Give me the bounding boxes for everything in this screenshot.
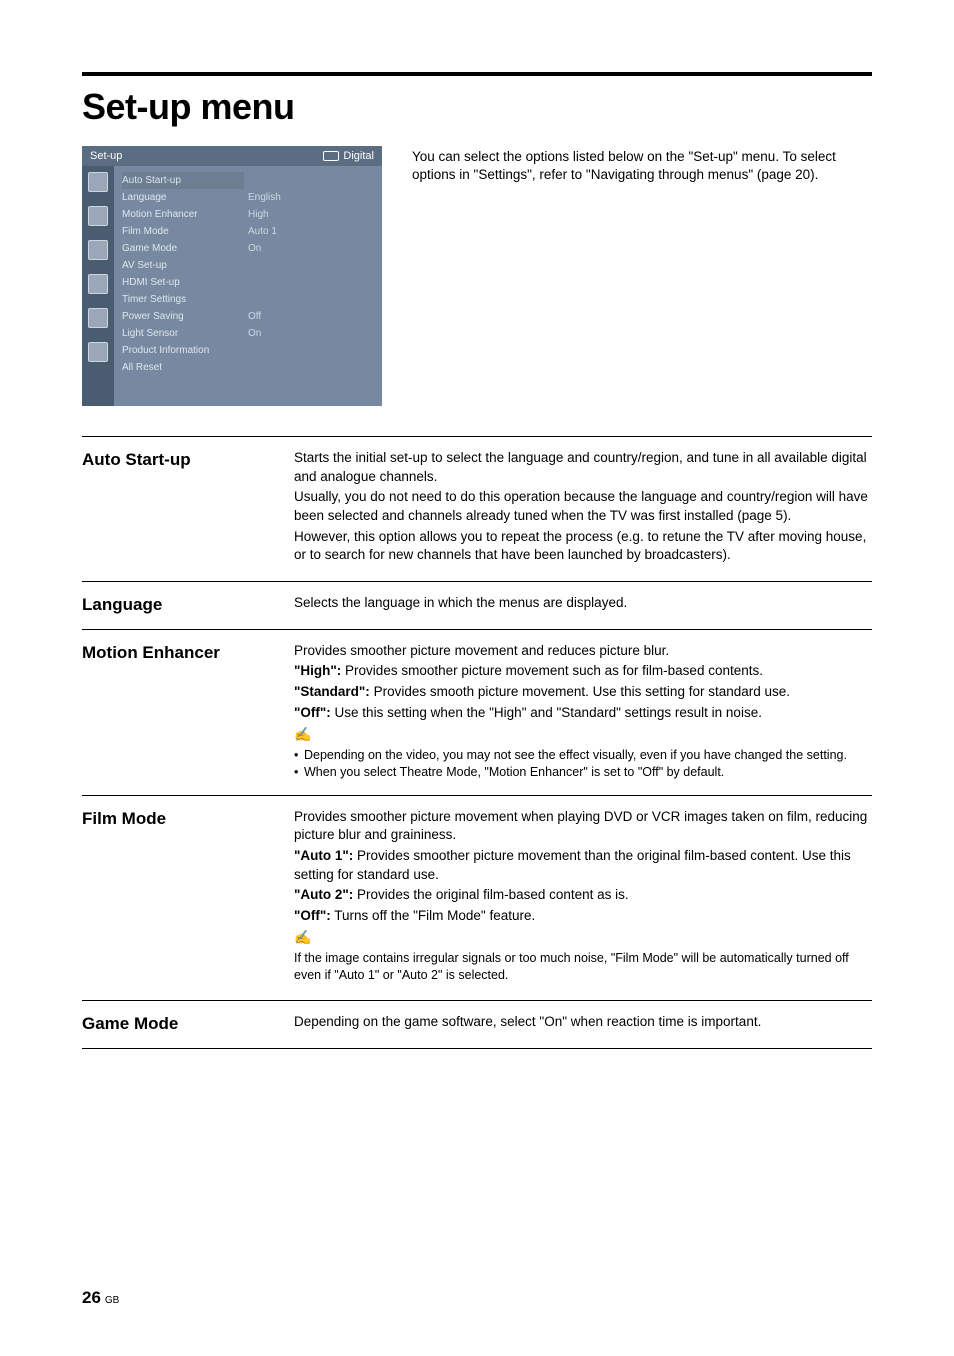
- section-text: "High": Provides smoother picture moveme…: [294, 662, 872, 681]
- note-item: Depending on the video, you may not see …: [294, 747, 872, 764]
- menu-label-column: Auto Start-up Language Motion Enhancer F…: [114, 166, 244, 406]
- menu-item: Film Mode: [122, 223, 244, 240]
- option-text: Turns off the "Film Mode" feature.: [331, 908, 535, 923]
- menu-value: High: [248, 206, 382, 223]
- note-item: When you select Theatre Mode, "Motion En…: [294, 764, 872, 781]
- menu-item: Game Mode: [122, 240, 244, 257]
- section-label: Language: [82, 594, 282, 615]
- menu-value-column: English High Auto 1 On Off On: [244, 166, 382, 406]
- menu-nav-icon: [88, 240, 108, 260]
- page-number-suffix: GB: [105, 1295, 119, 1306]
- menu-nav-icon: [88, 342, 108, 362]
- section-text: Usually, you do not need to do this oper…: [294, 488, 872, 525]
- note-icon: ✍: [294, 726, 311, 742]
- menu-titlebar: Set-up Digital: [82, 146, 382, 166]
- section-body: Depending on the game software, select "…: [294, 1013, 872, 1034]
- option-label: "Off":: [294, 908, 331, 923]
- section-text: Depending on the game software, select "…: [294, 1013, 872, 1032]
- section-text: "Auto 2": Provides the original film-bas…: [294, 886, 872, 905]
- section-auto-startup: Auto Start-up Starts the initial set-up …: [82, 436, 872, 581]
- section-film-mode: Film Mode Provides smoother picture move…: [82, 795, 872, 1000]
- section-label: Film Mode: [82, 808, 282, 986]
- section-text: "Off": Use this setting when the "High" …: [294, 704, 872, 723]
- menu-item: Auto Start-up: [122, 172, 244, 189]
- menu-screenshot: Set-up Digital Auto Start-up Language: [82, 146, 382, 406]
- section-motion-enhancer: Motion Enhancer Provides smoother pictur…: [82, 629, 872, 795]
- menu-item: AV Set-up: [122, 257, 244, 274]
- section-text: "Off": Turns off the "Film Mode" feature…: [294, 907, 872, 926]
- menu-value: Auto 1: [248, 223, 382, 240]
- menu-title-left: Set-up: [90, 150, 122, 162]
- menu-value: [248, 274, 382, 291]
- note-icon: ✍: [294, 929, 311, 945]
- option-label: "Auto 1":: [294, 848, 353, 863]
- section-label: Auto Start-up: [82, 449, 282, 567]
- page-number: 26 GB: [82, 1288, 119, 1308]
- option-label: "Off":: [294, 705, 331, 720]
- menu-body: Auto Start-up Language Motion Enhancer F…: [82, 166, 382, 406]
- section-body: Provides smoother picture movement and r…: [294, 642, 872, 781]
- page-number-value: 26: [82, 1288, 101, 1307]
- section-text: "Standard": Provides smooth picture move…: [294, 683, 872, 702]
- section-text: Provides smoother picture movement when …: [294, 808, 872, 845]
- menu-value: On: [248, 240, 382, 257]
- note-list: Depending on the video, you may not see …: [294, 747, 872, 781]
- section-text: "Auto 1": Provides smoother picture move…: [294, 847, 872, 884]
- option-text: Provides smoother picture movement than …: [294, 848, 851, 882]
- menu-icon-column: [82, 166, 114, 406]
- intro-row: Set-up Digital Auto Start-up Language: [82, 146, 872, 406]
- menu-nav-icon: [88, 308, 108, 328]
- section-text: Selects the language in which the menus …: [294, 594, 872, 613]
- section-label: Motion Enhancer: [82, 642, 282, 781]
- menu-value: [248, 342, 382, 359]
- menu-value: Off: [248, 308, 382, 325]
- note-block: ✍ Depending on the video, you may not se…: [294, 726, 872, 780]
- menu-value: [248, 359, 382, 376]
- section-body: Provides smoother picture movement when …: [294, 808, 872, 986]
- menu-item: Motion Enhancer: [122, 206, 244, 223]
- top-rule: [82, 72, 872, 76]
- option-label: "Auto 2":: [294, 887, 353, 902]
- section-body: Starts the initial set-up to select the …: [294, 449, 872, 567]
- section-text: Starts the initial set-up to select the …: [294, 449, 872, 486]
- menu-value: [248, 257, 382, 274]
- section-body: Selects the language in which the menus …: [294, 594, 872, 615]
- menu-nav-icon: [88, 172, 108, 192]
- menu-nav-icon: [88, 206, 108, 226]
- option-text: Provides smooth picture movement. Use th…: [370, 684, 790, 699]
- section-text: However, this option allows you to repea…: [294, 528, 872, 565]
- menu-nav-icon: [88, 274, 108, 294]
- menu-item: Timer Settings: [122, 291, 244, 308]
- menu-item: Product Information: [122, 342, 244, 359]
- option-label: "Standard":: [294, 684, 370, 699]
- option-text: Provides the original film-based content…: [353, 887, 628, 902]
- menu-item: All Reset: [122, 359, 244, 376]
- menu-item: Light Sensor: [122, 325, 244, 342]
- menu-item: HDMI Set-up: [122, 274, 244, 291]
- menu-value: [248, 291, 382, 308]
- menu-columns: Auto Start-up Language Motion Enhancer F…: [114, 166, 382, 406]
- note-text: If the image contains irregular signals …: [294, 950, 872, 984]
- menu-value: On: [248, 325, 382, 342]
- menu-value: English: [248, 189, 382, 206]
- option-label: "High":: [294, 663, 341, 678]
- note-block: ✍ If the image contains irregular signal…: [294, 929, 872, 983]
- section-text: Provides smoother picture movement and r…: [294, 642, 872, 661]
- section-game-mode: Game Mode Depending on the game software…: [82, 1000, 872, 1049]
- menu-item: Language: [122, 189, 244, 206]
- section-language: Language Selects the language in which t…: [82, 581, 872, 629]
- menu-title-right: Digital: [323, 150, 374, 162]
- section-label: Game Mode: [82, 1013, 282, 1034]
- page-title: Set-up menu: [82, 86, 872, 128]
- menu-item: Power Saving: [122, 308, 244, 325]
- menu-value: [248, 172, 382, 189]
- intro-text: You can select the options listed below …: [412, 146, 872, 406]
- option-text: Provides smoother picture movement such …: [341, 663, 763, 678]
- option-text: Use this setting when the "High" and "St…: [331, 705, 762, 720]
